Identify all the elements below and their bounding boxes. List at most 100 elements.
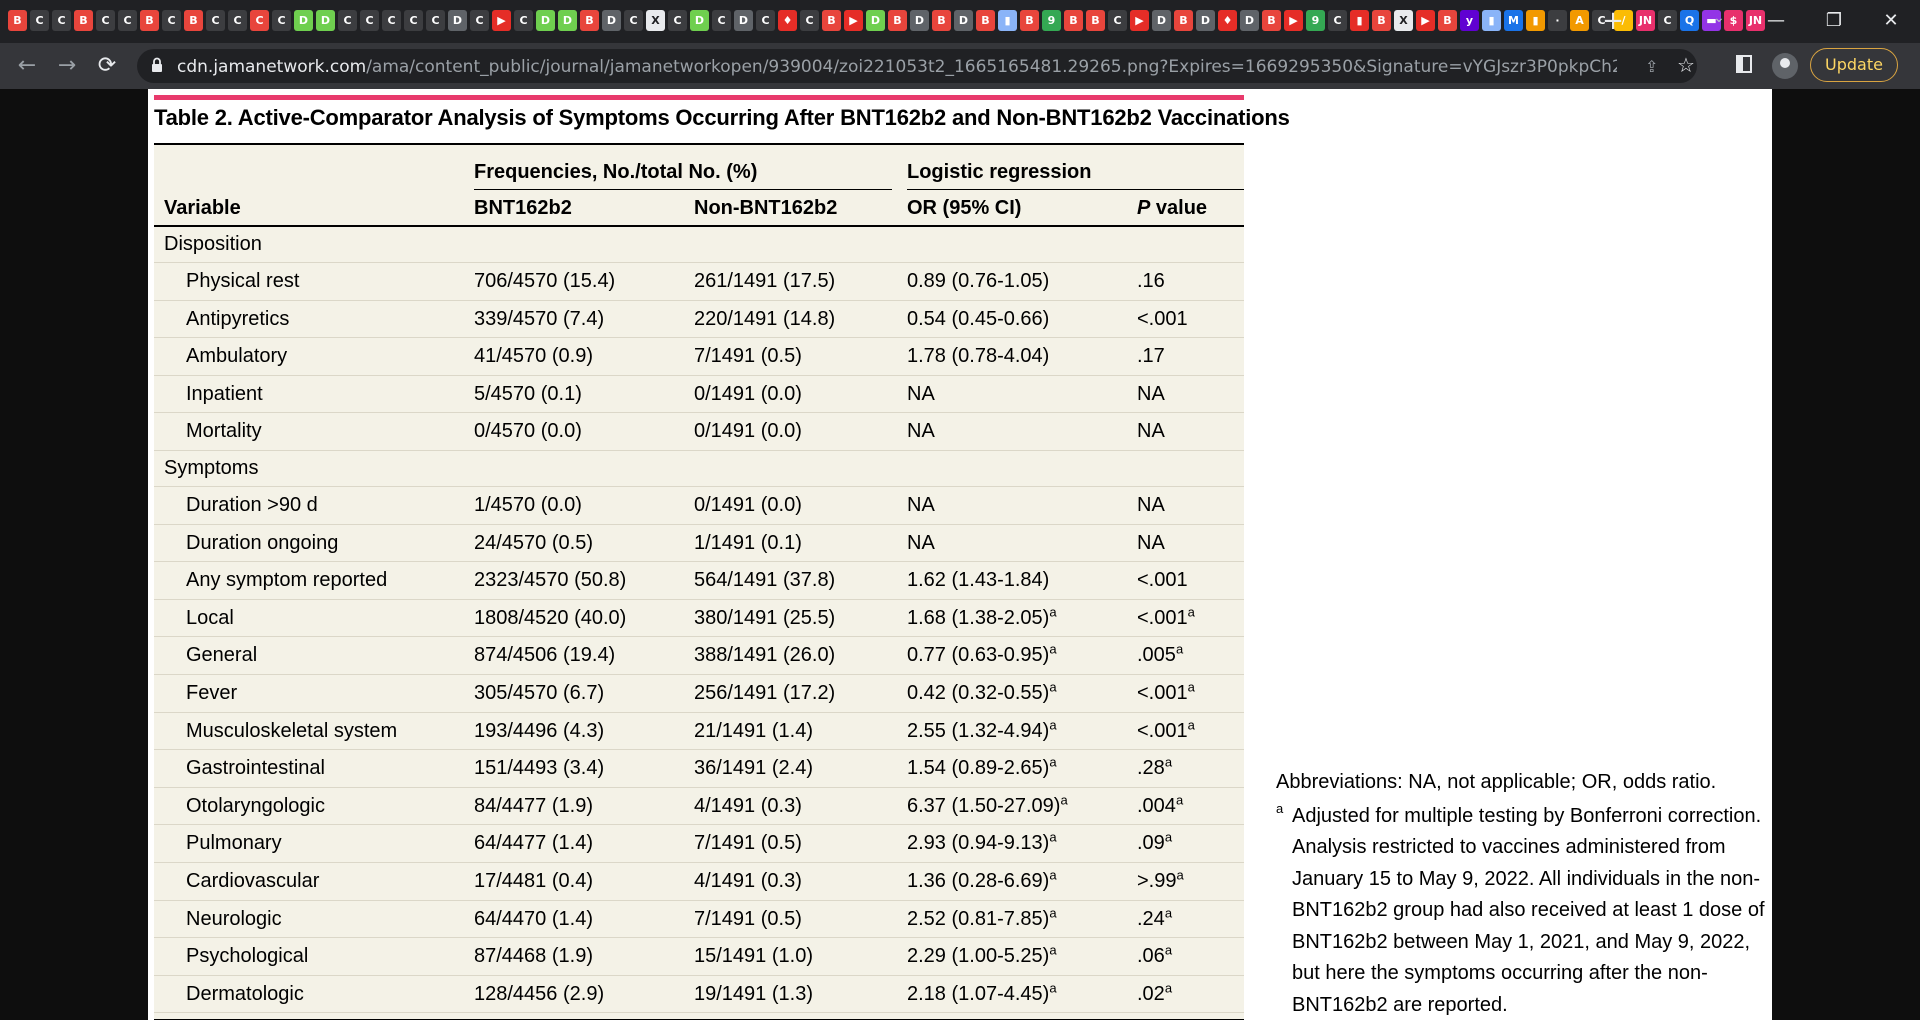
browser-tab[interactable]: X (646, 10, 665, 31)
browser-tab[interactable]: ▶ (1416, 10, 1435, 31)
browser-tab[interactable]: D (1152, 10, 1171, 31)
restore-button[interactable]: ❐ (1825, 10, 1843, 31)
browser-tab[interactable]: D (536, 10, 555, 31)
browser-tab[interactable]: B (1064, 10, 1083, 31)
browser-tab[interactable]: D (954, 10, 973, 31)
browser-tab[interactable]: C (1328, 10, 1347, 31)
browser-tab[interactable]: B (74, 10, 93, 31)
browser-tab[interactable]: D (866, 10, 885, 31)
browser-tab[interactable]: ▶ (1130, 10, 1149, 31)
bookmark-star-icon[interactable]: ☆ (1677, 53, 1695, 77)
browser-tab[interactable]: B (822, 10, 841, 31)
browser-tab[interactable]: / (1614, 10, 1633, 31)
browser-tab[interactable]: C (162, 10, 181, 31)
browser-tab[interactable]: D (558, 10, 577, 31)
browser-tab[interactable]: B (1372, 10, 1391, 31)
browser-tab[interactable]: C (668, 10, 687, 31)
browser-tab[interactable]: ▮ (1482, 10, 1501, 31)
forward-button[interactable]: → (57, 53, 77, 78)
browser-tab[interactable]: C (1592, 10, 1611, 31)
browser-tab[interactable]: C (228, 10, 247, 31)
browser-tab[interactable]: ♦ (1218, 10, 1237, 31)
browser-tab[interactable]: ▶ (844, 10, 863, 31)
browser-tab[interactable]: C (426, 10, 445, 31)
browser-tab[interactable]: ▮ (998, 10, 1017, 31)
browser-tab[interactable]: B (1020, 10, 1039, 31)
footnote-marker: a (1176, 867, 1184, 883)
browser-tab[interactable]: ▶ (1284, 10, 1303, 31)
browser-tab[interactable]: C (756, 10, 775, 31)
browser-tab[interactable]: B (932, 10, 951, 31)
browser-tab[interactable]: C (338, 10, 357, 31)
browser-tab[interactable]: C (1108, 10, 1127, 31)
browser-tab[interactable]: B (140, 10, 159, 31)
browser-tab[interactable]: C (404, 10, 423, 31)
browser-tab[interactable]: C (272, 10, 291, 31)
browser-tab[interactable]: C (800, 10, 819, 31)
back-button[interactable]: ← (17, 53, 37, 78)
address-bar[interactable]: cdn.jamanetwork.com/ama/content_public/j… (137, 49, 1697, 83)
browser-tab[interactable]: D (690, 10, 709, 31)
browser-tab[interactable]: 9 (1306, 10, 1325, 31)
profile-avatar-icon[interactable] (1772, 53, 1798, 79)
browser-tab[interactable]: C (470, 10, 489, 31)
share-icon[interactable]: ⇪ (1645, 57, 1659, 76)
browser-tab[interactable]: D (734, 10, 753, 31)
browser-tab[interactable]: D (316, 10, 335, 31)
close-window-button[interactable]: ✕ (1883, 10, 1899, 31)
browser-tab[interactable]: ▮ (1526, 10, 1545, 31)
browser-tab[interactable]: C (712, 10, 731, 31)
browser-tab[interactable]: JN (1636, 10, 1655, 31)
browser-tab[interactable]: · (1548, 10, 1567, 31)
browser-tab[interactable]: C (52, 10, 71, 31)
browser-tab[interactable]: ♦ (778, 10, 797, 31)
cell-bnt-text: 64/4477 (1.4) (474, 832, 593, 855)
side-panel-icon[interactable] (1736, 55, 1752, 73)
browser-tab[interactable]: D (602, 10, 621, 31)
reload-button[interactable]: ⟳ (97, 53, 117, 78)
browser-tab[interactable]: D (1196, 10, 1215, 31)
browser-tab[interactable]: JN (1746, 10, 1765, 31)
browser-tab[interactable]: B (1438, 10, 1457, 31)
browser-tab[interactable]: C (118, 10, 137, 31)
browser-tab[interactable]: D (910, 10, 929, 31)
browser-tab[interactable]: Q (1680, 10, 1699, 31)
browser-tab[interactable]: C (250, 10, 269, 31)
browser-tab[interactable]: C (382, 10, 401, 31)
browser-tab[interactable]: C (360, 10, 379, 31)
browser-tab[interactable]: B (888, 10, 907, 31)
browser-tab[interactable]: X (1394, 10, 1413, 31)
browser-tab[interactable]: B (580, 10, 599, 31)
url-text[interactable]: cdn.jamanetwork.com/ama/content_public/j… (177, 57, 1617, 77)
browser-tab[interactable]: A (1570, 10, 1589, 31)
browser-tab[interactable]: D (448, 10, 467, 31)
tab-search-button[interactable]: ⌄ (1713, 10, 1725, 26)
browser-tab[interactable]: C (30, 10, 49, 31)
browser-tab[interactable]: B (8, 10, 27, 31)
browser-tab[interactable]: B (1174, 10, 1193, 31)
browser-tab[interactable]: y (1460, 10, 1479, 31)
browser-tab[interactable]: B (1086, 10, 1105, 31)
browser-tab[interactable]: ▬ (1702, 10, 1721, 31)
browser-tab[interactable]: C (96, 10, 115, 31)
browser-tab[interactable]: ▶ (492, 10, 511, 31)
browser-tab[interactable]: ▮ (1350, 10, 1369, 31)
browser-tab[interactable]: D (294, 10, 313, 31)
browser-tab[interactable]: C (206, 10, 225, 31)
page-viewport[interactable]: Table 2. Active-Comparator Analysis of S… (0, 89, 1920, 1020)
browser-tab[interactable]: C (514, 10, 533, 31)
browser-tab[interactable]: C (624, 10, 643, 31)
browser-tab[interactable]: 9 (1042, 10, 1061, 31)
browser-tab[interactable]: B (1262, 10, 1281, 31)
browser-tab[interactable]: $ (1724, 10, 1743, 31)
new-tab-button[interactable]: + (1602, 6, 1624, 36)
browser-tab[interactable]: B (184, 10, 203, 31)
update-button[interactable]: Update (1810, 48, 1898, 82)
browser-tab[interactable]: D (1240, 10, 1259, 31)
minimize-button[interactable]: — (1767, 10, 1785, 31)
cell-bnt-text: 24/4570 (0.5) (474, 531, 593, 554)
lock-icon[interactable] (151, 57, 163, 73)
browser-tab[interactable]: B (976, 10, 995, 31)
browser-tab[interactable]: M (1504, 10, 1523, 31)
browser-tab[interactable]: C (1658, 10, 1677, 31)
